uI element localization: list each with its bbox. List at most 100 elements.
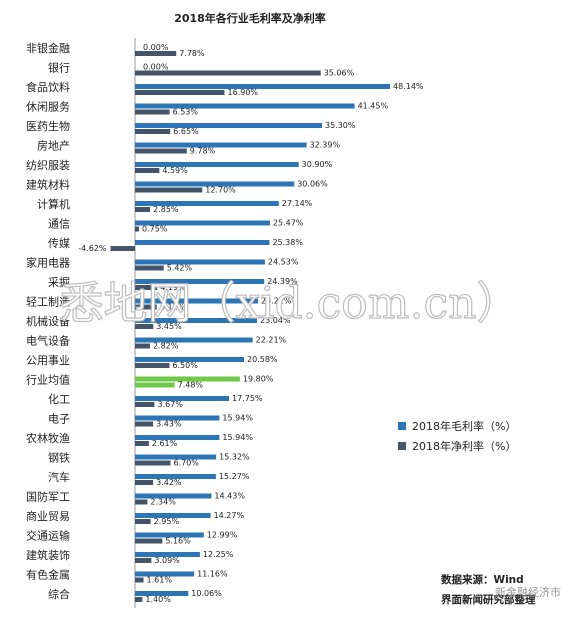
bar-net-margin [135,499,148,505]
source-line-1: 数据来源：Wind [440,573,524,586]
category-label: 农林牧渔 [26,431,70,445]
category-label: 钢铁 [48,452,70,465]
chart-title: 2018年各行业毛利率及净利率 [174,11,326,25]
bar-gross-margin [135,571,195,577]
bar-net-margin [135,382,175,388]
data-label-gross: 22.21% [256,336,287,345]
bar-gross-margin [135,298,258,304]
bar-net-margin [135,187,203,193]
category-label: 非银金融 [26,41,70,55]
bar-gross-margin [135,337,253,343]
category-label: 休闲服务 [26,100,70,114]
category-label: 机械设备 [26,314,70,328]
bar-gross-margin [135,591,189,596]
data-label-gross: 25.47% [273,219,304,228]
bar-net-margin [135,343,150,349]
data-label-gross: 0.00% [143,43,169,52]
bar-gross-margin [135,552,200,557]
category-label: 医药生物 [26,119,70,133]
category-labels: 非银金融银行食品饮料休闲服务医药生物房地产纺织服装建筑材料计算机通信传媒家用电器… [26,41,70,601]
data-label-net: 6.50% [172,361,198,370]
bar-net-margin [135,460,171,466]
data-label-gross: 23.04% [260,316,291,325]
bar-net-margin [135,265,164,271]
corner-mark: 新金融经济市 [495,585,561,599]
data-label-net: 6.70% [173,459,199,468]
data-label-gross: 17.75% [232,394,263,403]
bar-gross-margin [135,240,270,245]
data-label-gross: 15.94% [222,414,253,423]
bar-gross-margin [135,415,220,421]
category-label: 国防军工 [26,490,70,504]
data-label-net: 2.85% [153,205,179,214]
data-labels: 0.00% 7.78% 0.00% 35.06% 48.14% 16.90% 41.45% 6… [78,43,424,604]
data-label-gross: 27.14% [282,199,313,208]
data-label-net: 3.09% [154,556,180,565]
data-label-net: -4.62% [78,244,107,253]
data-label-gross: 35.30% [325,121,356,130]
category-label: 采掘 [48,275,70,289]
data-label-net: 2.34% [150,498,176,507]
data-label-gross: 12.99% [207,531,238,540]
data-label-net: 3.43% [156,420,182,429]
category-label: 食品饮料 [26,80,70,94]
category-label: 纺织服装 [26,158,70,172]
bar-gross-margin [135,493,212,499]
category-label: 通信 [48,218,70,231]
legend: 2018年毛利率（%） 2018年净利率（%） [398,419,516,453]
data-label-gross: 24.53% [268,258,299,267]
data-label-net: 35.06% [324,69,355,78]
data-label-gross: 11.16% [197,570,228,579]
category-label: 交通运输 [26,529,70,543]
legend-label-net: 2018年净利率（%） [412,439,516,453]
category-label: 电气设备 [26,334,70,348]
data-label-net: 5.16% [165,537,191,546]
bars [110,51,390,602]
data-label-net: 6.65% [173,127,199,136]
bar-gross-margin [135,279,265,284]
bar-net-margin [135,519,151,524]
bar-net-margin [135,168,160,173]
bar-gross-margin [135,201,279,206]
bar-net-margin [135,538,163,544]
category-label: 建筑装饰 [26,548,70,562]
data-label-net: 1.61% [147,576,173,585]
bar-net-margin [135,51,177,56]
category-label: 轻工制造 [26,295,70,309]
data-label-net: 16.90% [228,88,259,97]
category-label: 银行 [48,61,70,75]
bar-gross-margin [135,142,307,148]
data-label-gross: 24.39% [267,277,298,286]
bar-net-margin [135,480,154,485]
category-label: 房地产 [37,139,70,153]
data-label-net: 4.59% [162,166,188,175]
bar-net-margin [135,226,139,232]
data-label-gross: 48.14% [393,82,424,91]
bar-gross-margin [135,162,299,167]
data-label-gross: 15.32% [219,453,250,462]
data-label-net: 4.12% [160,303,186,312]
bar-net-margin [135,441,149,446]
bar-net-margin [135,421,154,427]
data-label-gross: 10.06% [191,589,222,598]
bar-net-margin [135,109,170,115]
category-label: 有色金属 [26,568,70,582]
watermark: 悉地网（xid.com.cn） [60,278,521,329]
category-label: 行业均值 [26,374,70,387]
bar-gross-margin [135,181,295,187]
bar-gross-margin [135,376,240,382]
legend-swatch-net [398,442,406,450]
bar-net-margin [135,207,151,212]
data-label-gross: 12.25% [203,550,234,559]
data-label-gross: 20.58% [247,355,278,364]
data-label-net: 0.75% [142,225,168,234]
data-label-net: 12.70% [205,186,236,195]
bar-gross-margin [135,396,230,401]
data-label-net: 6.53% [173,108,199,117]
category-label: 商业贸易 [26,509,70,523]
data-label-gross: 32.39% [310,141,341,150]
category-label: 建筑材料 [26,178,70,192]
bar-gross-margin [135,84,390,89]
data-label-gross: 15.27% [219,472,250,481]
